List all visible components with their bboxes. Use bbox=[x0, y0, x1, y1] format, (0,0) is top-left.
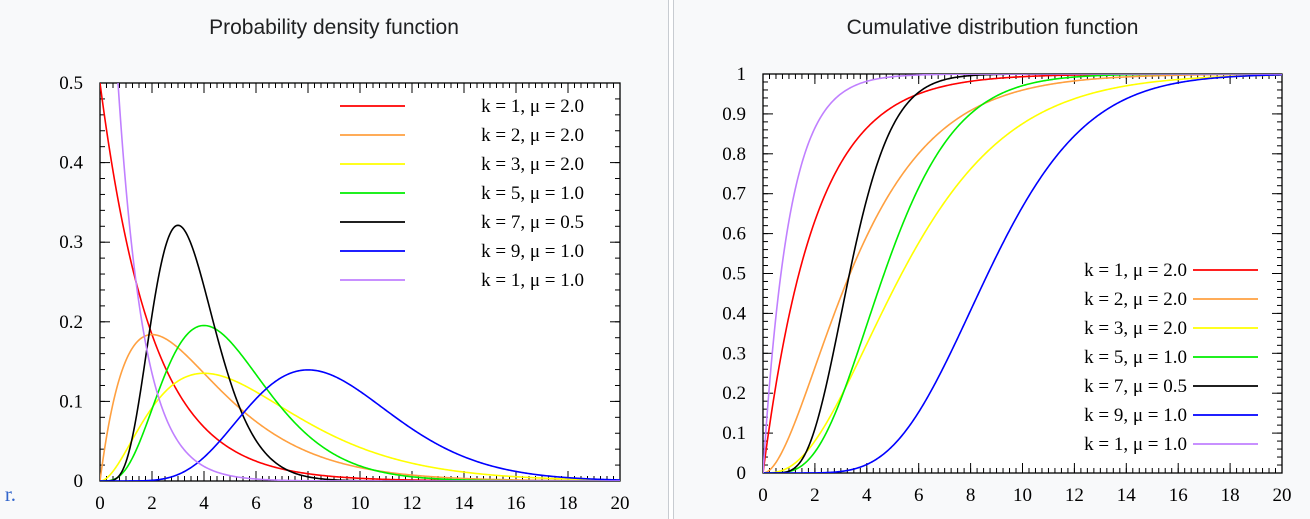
series-line-3 bbox=[763, 74, 1282, 473]
x-tick-label: 0 bbox=[95, 493, 105, 514]
legend-label-1: k = 1, μ = 2.0 bbox=[481, 96, 584, 117]
y-tick-label: 0.2 bbox=[722, 383, 746, 404]
x-tick-label: 10 bbox=[351, 493, 370, 514]
edge-text-fragment: r. bbox=[0, 482, 18, 506]
y-tick-label: 0.3 bbox=[722, 343, 746, 364]
x-tick-label: 8 bbox=[303, 493, 313, 514]
x-tick-label: 2 bbox=[147, 493, 157, 514]
y-tick-label: 0.6 bbox=[722, 224, 746, 245]
legend-label-6: k = 9, μ = 1.0 bbox=[1084, 405, 1187, 426]
y-tick-label: 0.4 bbox=[722, 303, 746, 324]
legend-label-2: k = 2, μ = 2.0 bbox=[481, 125, 584, 146]
plot-area bbox=[762, 73, 1283, 474]
series-line-6 bbox=[763, 74, 1282, 473]
y-tick-label: 0.7 bbox=[722, 184, 746, 205]
pdf-chart-panel: Probability density function 0 2 4 6 8 10 12 14… bbox=[59, 0, 669, 519]
x-tick-label: 16 bbox=[507, 493, 526, 514]
y-tick-label: 0.1 bbox=[722, 423, 746, 444]
plot-area bbox=[99, 82, 621, 482]
y-tick-label: 0.5 bbox=[59, 73, 83, 94]
y-tick-label: 0.4 bbox=[59, 153, 83, 174]
legend-label-5: k = 7, μ = 0.5 bbox=[481, 212, 584, 233]
legend-label-6: k = 9, μ = 1.0 bbox=[481, 241, 584, 262]
x-tick-label: 0 bbox=[758, 485, 768, 506]
y-tick-label: 0.1 bbox=[59, 391, 83, 412]
y-tick-label: 0.8 bbox=[722, 144, 746, 165]
legend-label-2: k = 2, μ = 2.0 bbox=[1084, 289, 1187, 310]
series-line-7 bbox=[763, 74, 1282, 473]
cdf-chart-panel: Cumulative distribution function 0 2 4 6 8 10… bbox=[673, 0, 1310, 519]
y-tick-label: 0.2 bbox=[59, 312, 83, 333]
legend-label-3: k = 3, μ = 2.0 bbox=[481, 154, 584, 175]
y-tick-label: 0.3 bbox=[59, 232, 83, 253]
x-tick-label: 18 bbox=[559, 493, 578, 514]
legend-label-7: k = 1, μ = 1.0 bbox=[1084, 434, 1187, 455]
legend-label-3: k = 3, μ = 2.0 bbox=[1084, 318, 1187, 339]
x-tick-label: 12 bbox=[403, 493, 422, 514]
pdf-chart: 0 2 4 6 8 10 12 14 16 18 20 0 0.1 0.2 0.3 0.4 0.5 k = 1, … bbox=[59, 73, 630, 514]
series-line-3 bbox=[100, 372, 620, 481]
legend-label-4: k = 5, μ = 1.0 bbox=[481, 183, 584, 204]
legend-label-5: k = 7, μ = 0.5 bbox=[1084, 376, 1187, 397]
x-tick-label: 20 bbox=[1273, 485, 1292, 506]
x-tick-label: 14 bbox=[1117, 485, 1137, 506]
y-tick-label: 1 bbox=[737, 64, 747, 85]
y-tick-label: 0 bbox=[74, 471, 84, 492]
cdf-chart-title: Cumulative distribution function bbox=[846, 16, 1139, 39]
x-tick-label: 4 bbox=[199, 493, 209, 514]
x-tick-label: 20 bbox=[611, 493, 630, 514]
legend-label-4: k = 5, μ = 1.0 bbox=[1084, 347, 1187, 368]
series-line-6 bbox=[100, 369, 620, 481]
legend-label-1: k = 1, μ = 2.0 bbox=[1084, 260, 1187, 281]
cdf-chart: 0 2 4 6 8 10 12 14 16 18 20 0 0.1 0.2 0.3 0.4 0.5 0.6 0.7 0… bbox=[722, 64, 1292, 506]
x-tick-label: 6 bbox=[914, 485, 924, 506]
x-tick-label: 16 bbox=[1169, 485, 1188, 506]
x-tick-label: 10 bbox=[1013, 485, 1032, 506]
y-tick-label: 0.9 bbox=[722, 104, 746, 125]
legend-label-7: k = 1, μ = 1.0 bbox=[481, 270, 584, 291]
x-tick-label: 8 bbox=[966, 485, 976, 506]
x-tick-label: 6 bbox=[251, 493, 261, 514]
x-tick-label: 4 bbox=[862, 485, 872, 506]
x-tick-label: 14 bbox=[455, 493, 475, 514]
y-tick-label: 0.5 bbox=[722, 264, 746, 285]
pdf-chart-title: Probability density function bbox=[209, 16, 459, 39]
edge-text: r. bbox=[4, 482, 16, 506]
series-line-7 bbox=[117, 83, 620, 481]
x-tick-label: 18 bbox=[1221, 485, 1240, 506]
x-tick-label: 12 bbox=[1065, 485, 1084, 506]
y-tick-label: 0 bbox=[737, 463, 747, 484]
x-tick-label: 2 bbox=[810, 485, 820, 506]
